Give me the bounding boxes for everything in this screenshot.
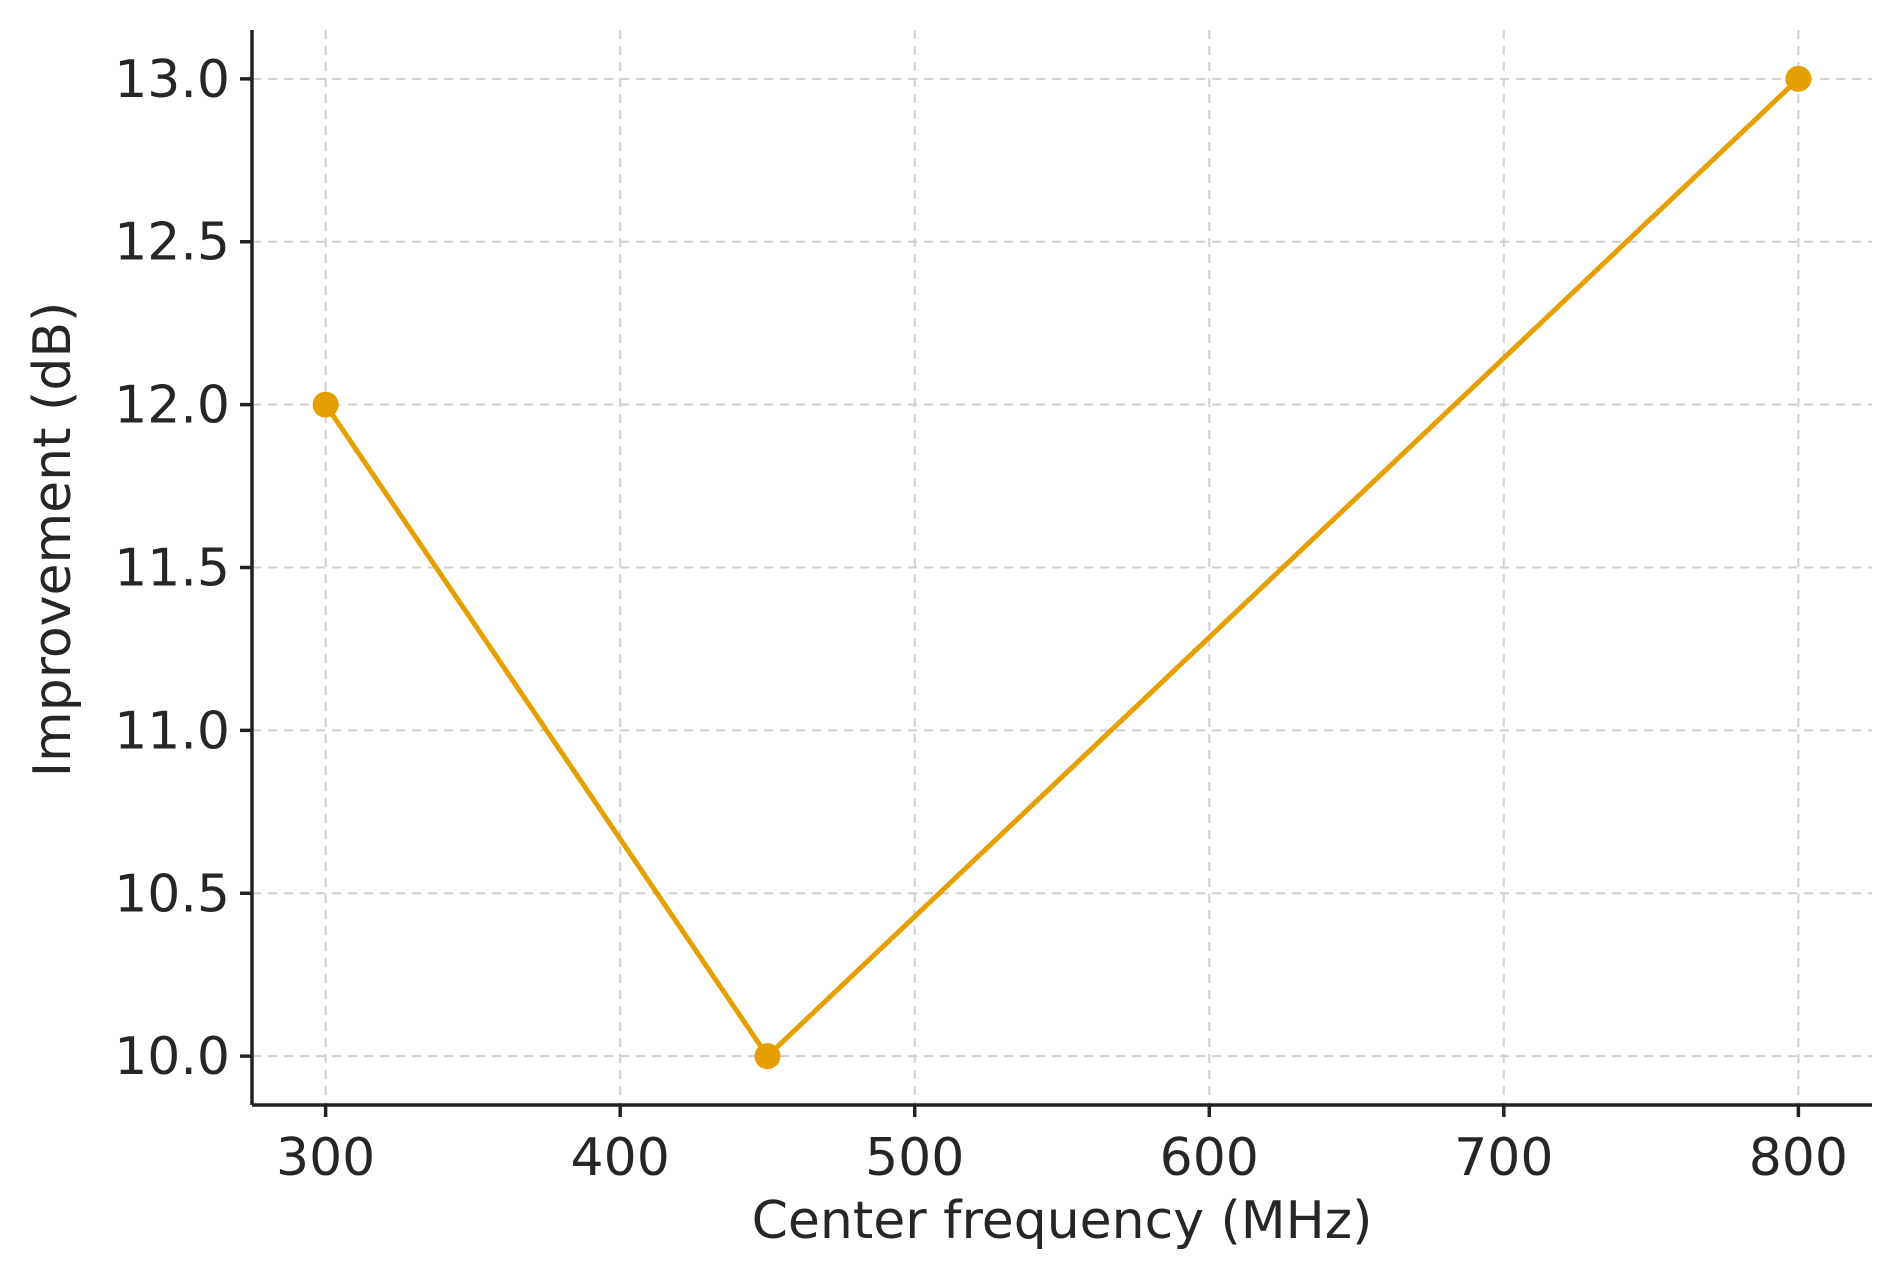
x-tick-label: 700 (1454, 1128, 1553, 1188)
y-tick-label: 13.0 (114, 50, 230, 110)
data-point (1785, 65, 1812, 92)
x-tick-label: 400 (571, 1128, 670, 1188)
x-tick-label: 500 (865, 1128, 964, 1188)
y-tick-label: 11.5 (114, 539, 230, 599)
y-axis-label: Improvement (dB) (23, 302, 83, 778)
grid (252, 30, 1872, 1105)
y-tick-label: 10.0 (114, 1027, 230, 1087)
data-point (312, 391, 339, 418)
y-tick-label: 12.0 (114, 376, 230, 436)
x-tick-label: 800 (1749, 1128, 1848, 1188)
data-point (754, 1043, 781, 1070)
y-tick-label: 10.5 (114, 864, 230, 924)
ticks: 300 400 500 600 700 800 10.0 10.5 11.0 11.5 12.0 12… (114, 50, 1848, 1188)
x-tick-label: 300 (276, 1128, 375, 1188)
y-tick-label: 11.0 (114, 701, 230, 761)
series (312, 65, 1812, 1070)
x-axis-label: Center frequency (MHz) (752, 1191, 1373, 1251)
y-tick-label: 12.5 (114, 213, 230, 273)
x-tick-label: 600 (1160, 1128, 1259, 1188)
